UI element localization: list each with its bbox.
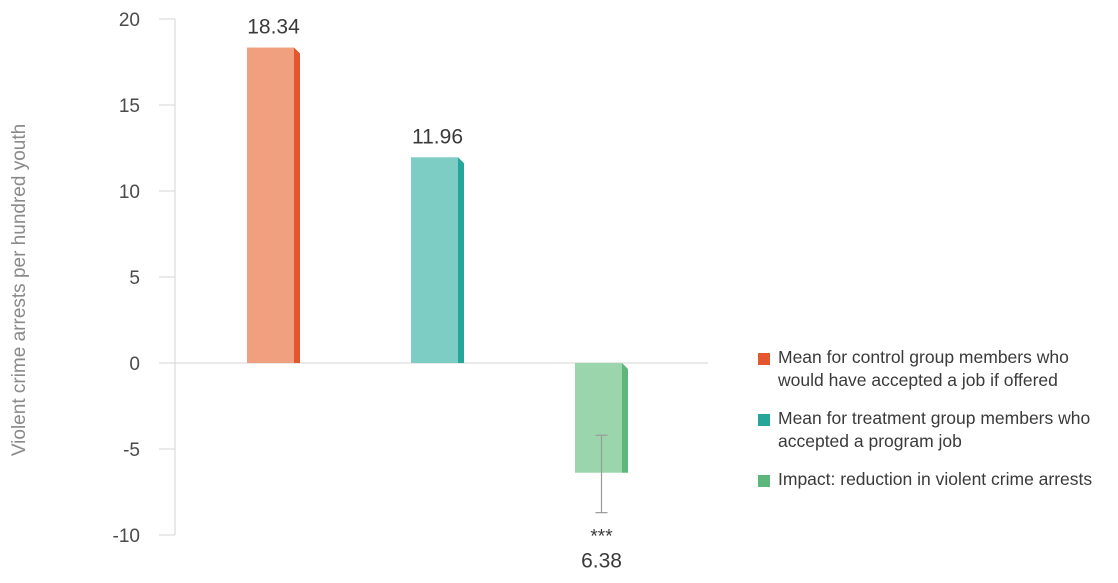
data-labels: 18.34 11.96 ***6.38 [247, 16, 622, 573]
bar [247, 47, 294, 363]
data-label: 18.34 [247, 16, 300, 39]
legend-label-control: Mean for control group members who would… [778, 347, 1069, 390]
y-axis-title: Violent crime arrests per hundred youth [9, 124, 30, 456]
data-label: 6.38 [581, 550, 622, 573]
y-tick-label: 20 [119, 10, 140, 31]
bar-side [458, 157, 464, 363]
legend-item-control: Mean for control group members who would… [758, 346, 1114, 392]
legend: Mean for control group members who would… [758, 346, 1114, 506]
legend-label-treatment: Mean for treatment group members who acc… [778, 408, 1091, 451]
bar-chart: Violent crime arrests per hundred youth … [9, 10, 708, 573]
legend-label-impact: Impact: reduction in violent crime arres… [778, 469, 1093, 489]
data-label: 11.96 [412, 125, 463, 148]
bars [247, 47, 628, 514]
y-tick-label: 0 [129, 354, 140, 375]
bar-side [294, 47, 300, 363]
legend-swatch-treatment [758, 414, 770, 426]
significance-label: *** [590, 527, 613, 548]
bar-side [622, 363, 628, 473]
bar [575, 363, 622, 473]
legend-swatch-impact [758, 475, 770, 487]
legend-item-impact: Impact: reduction in violent crime arres… [758, 468, 1114, 491]
legend-swatch-control [758, 353, 770, 365]
bar [411, 157, 458, 363]
y-tick-label: 10 [119, 182, 140, 203]
y-tick-label: 5 [129, 268, 140, 289]
y-tick-label: 15 [119, 96, 140, 117]
y-tick-label: -5 [123, 440, 140, 461]
legend-item-treatment: Mean for treatment group members who acc… [758, 407, 1114, 453]
y-tick-label: -10 [113, 526, 140, 547]
